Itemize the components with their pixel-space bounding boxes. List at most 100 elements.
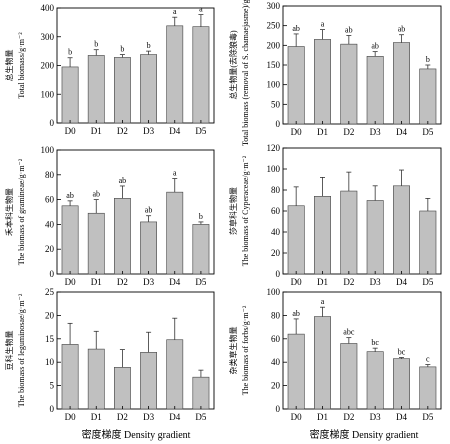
chart-panel-1: 0 100 200 300 400 b D0 b D1 b D2 b D3 a D4 a D5 总生物量 Total… — [4, 3, 215, 136]
bar-D2 — [114, 367, 131, 410]
bar-D0 — [287, 46, 305, 125]
x-tick-label-D3: D3 — [370, 412, 381, 422]
x-tick-label-D3: D3 — [143, 412, 154, 422]
y-tick-label: 80 — [271, 185, 281, 195]
significance-letter-D5: b — [199, 212, 203, 221]
bar-D3 — [140, 54, 157, 124]
chart-panel-4: 0 20 40 60 80 100 120 D0 D1 D2 D3 D4 D5 莎草科生物量 The bio… — [228, 143, 442, 287]
y-axis-title-en: The biomass of forbs/g·m⁻² — [241, 305, 250, 395]
x-tick-label-D2: D2 — [117, 412, 128, 422]
significance-letter-D5: b — [426, 55, 430, 64]
significance-letter-D4: ab — [398, 25, 406, 34]
y-tick-label: 20 — [45, 244, 55, 254]
y-tick-label: 0 — [276, 269, 281, 279]
x-tick-label-D5: D5 — [422, 277, 433, 287]
bar-D1 — [87, 55, 105, 124]
x-axis-title-right: 密度梯度 Density gradient — [310, 428, 419, 441]
chart-panel-3: 0 20 40 60 80 100 ab D0 ab D1 ab D2 ab D3 a D4 b D5 禾本科生物量… — [4, 145, 215, 287]
y-axis-title-cn: 禾本科生物量 — [4, 188, 14, 236]
bar-D0 — [287, 333, 305, 410]
bar-D0 — [61, 66, 79, 124]
x-tick-label-D3: D3 — [370, 277, 381, 287]
significance-letter-D1: a — [321, 297, 325, 306]
bar-D1 — [314, 316, 331, 410]
x-tick-label-D3: D3 — [143, 277, 154, 287]
x-tick-label-D1: D1 — [317, 277, 328, 287]
y-tick-label: 100 — [267, 164, 281, 174]
significance-letter-D3: ab — [371, 42, 379, 51]
bar-D4 — [393, 185, 410, 275]
significance-letter-D4: a — [173, 7, 177, 16]
x-tick-label-D2: D2 — [343, 127, 354, 137]
chart-panel-5: 0 5 10 15 20 25 D0 D1 D2 D3 D4 D5 豆科生物量 The biomass o… — [4, 287, 215, 422]
x-tick-label-D4: D4 — [396, 127, 407, 137]
y-tick-label: 40 — [271, 227, 281, 237]
x-tick-label-D2: D2 — [343, 277, 354, 287]
x-tick-label-D2: D2 — [117, 126, 128, 136]
bar-D0 — [287, 205, 305, 275]
y-axis-title-cn: 杂类草生物量 — [228, 327, 238, 375]
x-tick-label-D5: D5 — [195, 412, 206, 422]
x-tick-label-D5: D5 — [195, 277, 206, 287]
x-tick-label-D0: D0 — [65, 412, 76, 422]
bar-D3 — [140, 352, 157, 410]
x-axis-title-left: 密度梯度 Density gradient — [82, 428, 191, 441]
significance-letter-D0: ab — [292, 24, 300, 33]
bar-D2 — [340, 343, 358, 410]
significance-letter-D0: ab — [292, 309, 300, 318]
x-tick-label-D5: D5 — [195, 126, 206, 136]
bar-D1 — [314, 39, 331, 125]
significance-letter-D4: a — [173, 169, 177, 178]
chart-panel-6: 0 20 40 60 80 100 ab D0 a D1 abc D2 bc D3 bc D4 c D5 杂类草生物… — [228, 287, 442, 422]
significance-letter-D1: b — [94, 40, 98, 49]
x-tick-label-D1: D1 — [91, 126, 102, 136]
bar-D1 — [87, 348, 105, 410]
y-axis-title-cn: 总生物量 — [4, 50, 14, 82]
bar-D3 — [366, 56, 384, 125]
significance-letter-D2: ab — [345, 26, 353, 35]
bar-D0 — [61, 344, 79, 410]
y-tick-label: 250 — [267, 21, 281, 31]
bar-D5 — [419, 210, 437, 275]
bar-D1 — [87, 212, 105, 275]
y-axis-title-cn: 豆科生物量 — [4, 331, 14, 371]
significance-letter-D1: ab — [92, 190, 100, 199]
y-tick-label: 20 — [45, 310, 55, 320]
significance-letter-D3: ab — [145, 206, 153, 215]
x-tick-label-D3: D3 — [143, 126, 154, 136]
bar-D4 — [166, 339, 184, 410]
y-tick-label: 10 — [45, 357, 55, 367]
y-tick-label: 200 — [267, 40, 281, 50]
x-tick-label-D2: D2 — [343, 412, 354, 422]
bar-D5 — [419, 366, 437, 410]
bar-D5 — [192, 224, 210, 275]
bar-D2 — [114, 57, 131, 124]
bar-D4 — [166, 191, 184, 275]
xlabel-left-group: 密度梯度 Density gradient — [82, 428, 191, 441]
y-tick-label: 100 — [41, 145, 55, 155]
y-tick-label: 40 — [271, 357, 281, 367]
y-tick-label: 60 — [45, 195, 55, 205]
x-tick-label-D4: D4 — [396, 277, 407, 287]
significance-letter-D5: c — [426, 355, 430, 364]
significance-letter-D3: b — [147, 41, 151, 50]
x-tick-label-D0: D0 — [65, 277, 76, 287]
y-tick-label: 20 — [271, 381, 281, 391]
y-axis-title-en: Total biomass/g·m⁻² — [17, 32, 26, 99]
y-tick-label: 150 — [267, 60, 281, 70]
y-tick-label: 50 — [271, 99, 281, 109]
x-tick-label-D0: D0 — [65, 126, 76, 136]
bar-D2 — [114, 198, 131, 275]
x-tick-label-D2: D2 — [117, 277, 128, 287]
significance-letter-D1: a — [321, 20, 325, 29]
plot-frame — [56, 149, 215, 275]
y-axis-title-cn: 莎草科生物量 — [228, 187, 238, 235]
y-tick-label: 60 — [271, 206, 281, 216]
bar-D3 — [140, 221, 157, 275]
y-tick-label: 5 — [50, 381, 55, 391]
y-tick-label: 15 — [45, 334, 55, 344]
xlabel-right-group: 密度梯度 Density gradient — [310, 428, 419, 441]
significance-letter-D0: b — [68, 48, 72, 57]
bar-D4 — [393, 42, 410, 125]
plot-frame — [282, 5, 442, 125]
